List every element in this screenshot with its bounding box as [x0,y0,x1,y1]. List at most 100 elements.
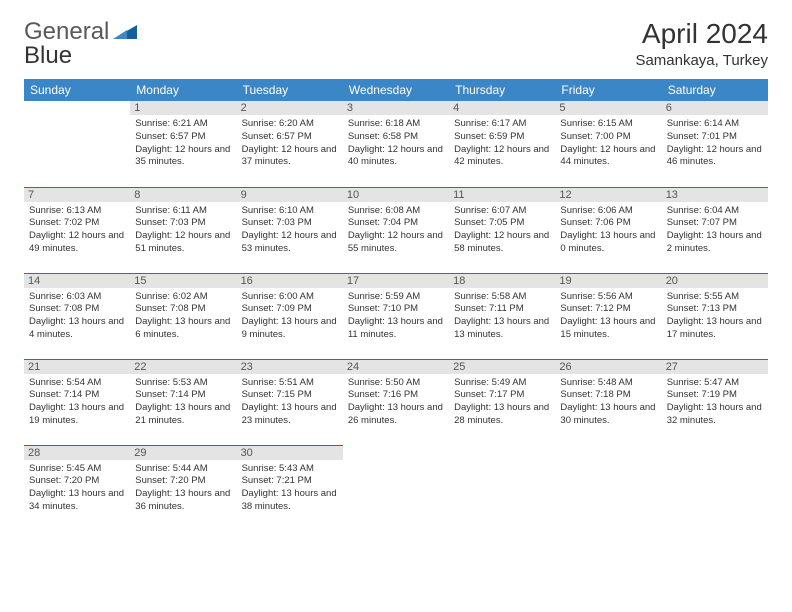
calendar-day-cell: 18Sunrise: 5:58 AMSunset: 7:11 PMDayligh… [449,273,555,359]
calendar-day-cell: 21Sunrise: 5:54 AMSunset: 7:14 PMDayligh… [24,359,130,445]
calendar-day-cell: 5Sunrise: 6:15 AMSunset: 7:00 PMDaylight… [555,101,661,187]
calendar-day-cell: 14Sunrise: 6:03 AMSunset: 7:08 PMDayligh… [24,273,130,359]
sunrise-label: Sunrise: 5:56 AM [560,291,656,304]
calendar-body: 1Sunrise: 6:21 AMSunset: 6:57 PMDaylight… [24,101,768,531]
day-number: 25 [449,360,555,374]
weekday-header: Thursday [449,79,555,101]
day-number: 8 [130,188,236,202]
sunset-label: Sunset: 7:16 PM [348,389,444,402]
sunrise-label: Sunrise: 5:59 AM [348,291,444,304]
sunrise-label: Sunrise: 6:21 AM [135,118,231,131]
sunrise-label: Sunrise: 6:06 AM [560,205,656,218]
weekday-header: Wednesday [343,79,449,101]
daylight-label: Daylight: 12 hours and 44 minutes. [560,144,656,170]
day-number: 19 [555,274,661,288]
day-number: 28 [24,446,130,460]
sunset-label: Sunset: 7:17 PM [454,389,550,402]
daylight-label: Daylight: 12 hours and 42 minutes. [454,144,550,170]
calendar-day-cell: 29Sunrise: 5:44 AMSunset: 7:20 PMDayligh… [130,445,236,531]
sunset-label: Sunset: 7:11 PM [454,303,550,316]
sunrise-label: Sunrise: 6:13 AM [29,205,125,218]
sunrise-label: Sunrise: 6:20 AM [242,118,338,131]
calendar-week-row: 21 Sunrise: 5:54 AMSunset: 7:14 PM Dayligh… [24,359,768,445]
daylight-label: Daylight: 13 hours and 32 minutes. [667,402,763,428]
sunset-label: Sunset: 7:04 PM [348,217,444,230]
daylight-label: Daylight: 13 hours and 2 minutes. [667,230,763,256]
calendar-day-cell [555,445,661,531]
calendar-day-cell: 7Sunrise: 6:13 AMSunset: 7:02 PMDaylight… [24,187,130,273]
day-number: 5 [555,101,661,115]
calendar-day-cell: 28Sunrise: 5:45 AMSunset: 7:20 PMDayligh… [24,445,130,531]
sunset-label: Sunset: 6:58 PM [348,131,444,144]
sunset-label: Sunset: 7:07 PM [667,217,763,230]
weekday-header: Saturday [662,79,768,101]
sunrise-label: Sunrise: 5:55 AM [667,291,763,304]
sunset-label: Sunset: 7:05 PM [454,217,550,230]
day-number: 23 [237,360,343,374]
day-number: 16 [237,274,343,288]
sunrise-label: Sunrise: 6:00 AM [242,291,338,304]
calendar-day-cell: 12Sunrise: 6:06 AMSunset: 7:06 PMDayligh… [555,187,661,273]
sunset-label: Sunset: 7:18 PM [560,389,656,402]
weekday-header: Friday [555,79,661,101]
calendar-day-cell: 15Sunrise: 6:02 AMSunset: 7:08 PMDayligh… [130,273,236,359]
day-number: 21 [24,360,130,374]
sunrise-label: Sunrise: 5:47 AM [667,377,763,390]
page-header: General April 2024 Samankaya, Turkey [24,18,768,69]
sunrise-label: Sunrise: 6:04 AM [667,205,763,218]
day-number: 29 [130,446,236,460]
sunrise-label: Sunrise: 6:11 AM [135,205,231,218]
daylight-label: Daylight: 13 hours and 28 minutes. [454,402,550,428]
calendar-day-cell: 3Sunrise: 6:18 AMSunset: 6:58 PMDaylight… [343,101,449,187]
calendar-day-cell: 27Sunrise: 5:47 AMSunset: 7:19 PMDayligh… [662,359,768,445]
daylight-label: Daylight: 13 hours and 11 minutes. [348,316,444,342]
sunrise-label: Sunrise: 5:54 AM [29,377,125,390]
calendar-day-cell: 6Sunrise: 6:14 AMSunset: 7:01 PMDaylight… [662,101,768,187]
calendar-day-cell [449,445,555,531]
calendar-day-cell [24,101,130,187]
calendar-header-row: SundayMondayTuesdayWednesdayThursdayFrid… [24,79,768,101]
sunset-label: Sunset: 7:10 PM [348,303,444,316]
calendar-day-cell: 22Sunrise: 5:53 AMSunset: 7:14 PMDayligh… [130,359,236,445]
daylight-label: Daylight: 13 hours and 15 minutes. [560,316,656,342]
calendar-day-cell: 8Sunrise: 6:11 AMSunset: 7:03 PMDaylight… [130,187,236,273]
daylight-label: Daylight: 13 hours and 38 minutes. [242,488,338,514]
day-number: 24 [343,360,449,374]
sunrise-label: Sunrise: 5:58 AM [454,291,550,304]
day-number: 1 [130,101,236,115]
sunset-label: Sunset: 6:57 PM [135,131,231,144]
calendar-day-cell: 11 Sunrise: 6:07 AMSunset: 7:05 PMDayligh… [449,187,555,273]
calendar-day-cell: 1Sunrise: 6:21 AMSunset: 6:57 PMDaylight… [130,101,236,187]
sunset-label: Sunset: 7:14 PM [29,389,125,402]
sunrise-label: Sunrise: 5:53 AM [135,377,231,390]
sunset-label: Sunset: 7:06 PM [560,217,656,230]
weekday-header: Tuesday [237,79,343,101]
day-number: 11 [449,188,555,202]
day-number: 13 [662,188,768,202]
sunset-label: Sunset: 7:00 PM [560,131,656,144]
sunset-label: Sunset: 7:21 PM [242,475,338,488]
calendar-day-cell: 25Sunrise: 5:49 AMSunset: 7:17 PMDayligh… [449,359,555,445]
daylight-label: Daylight: 12 hours and 58 minutes. [454,230,550,256]
day-number: 15 [130,274,236,288]
calendar-week-row: 1Sunrise: 6:21 AMSunset: 6:57 PMDaylight… [24,101,768,187]
day-number: 9 [237,188,343,202]
daylight-label: Daylight: 13 hours and 34 minutes. [29,488,125,514]
calendar-day-cell: 20Sunrise: 5:55 AMSunset: 7:13 PMDayligh… [662,273,768,359]
day-number: 27 [662,360,768,374]
sunrise-label: Sunrise: 6:10 AM [242,205,338,218]
calendar-week-row: 14Sunrise: 6:03 AMSunset: 7:08 PMDayligh… [24,273,768,359]
calendar-day-cell: 24Sunrise: 5:50 AMSunset: 7:16 PMDayligh… [343,359,449,445]
daylight-label: Daylight: 13 hours and 21 minutes. [135,402,231,428]
sunrise-label: Sunrise: 6:07 AM [454,205,550,218]
daylight-label: Daylight: 12 hours and 46 minutes. [667,144,763,170]
sunrise-label: Sunrise: 5:44 AM [135,463,231,476]
calendar-day-cell: 16Sunrise: 6:00 AMSunset: 7:09 PMDayligh… [237,273,343,359]
daylight-label: Daylight: 12 hours and 51 minutes. [135,230,231,256]
sunset-label: Sunset: 7:20 PM [29,475,125,488]
calendar-day-cell: 10Sunrise: 6:08 AMSunset: 7:04 PMDayligh… [343,187,449,273]
sunset-label: Sunset: 6:57 PM [242,131,338,144]
daylight-label: Daylight: 13 hours and 36 minutes. [135,488,231,514]
day-number: 7 [24,188,130,202]
calendar-day-cell: 26Sunrise: 5:48 AMSunset: 7:18 PMDayligh… [555,359,661,445]
